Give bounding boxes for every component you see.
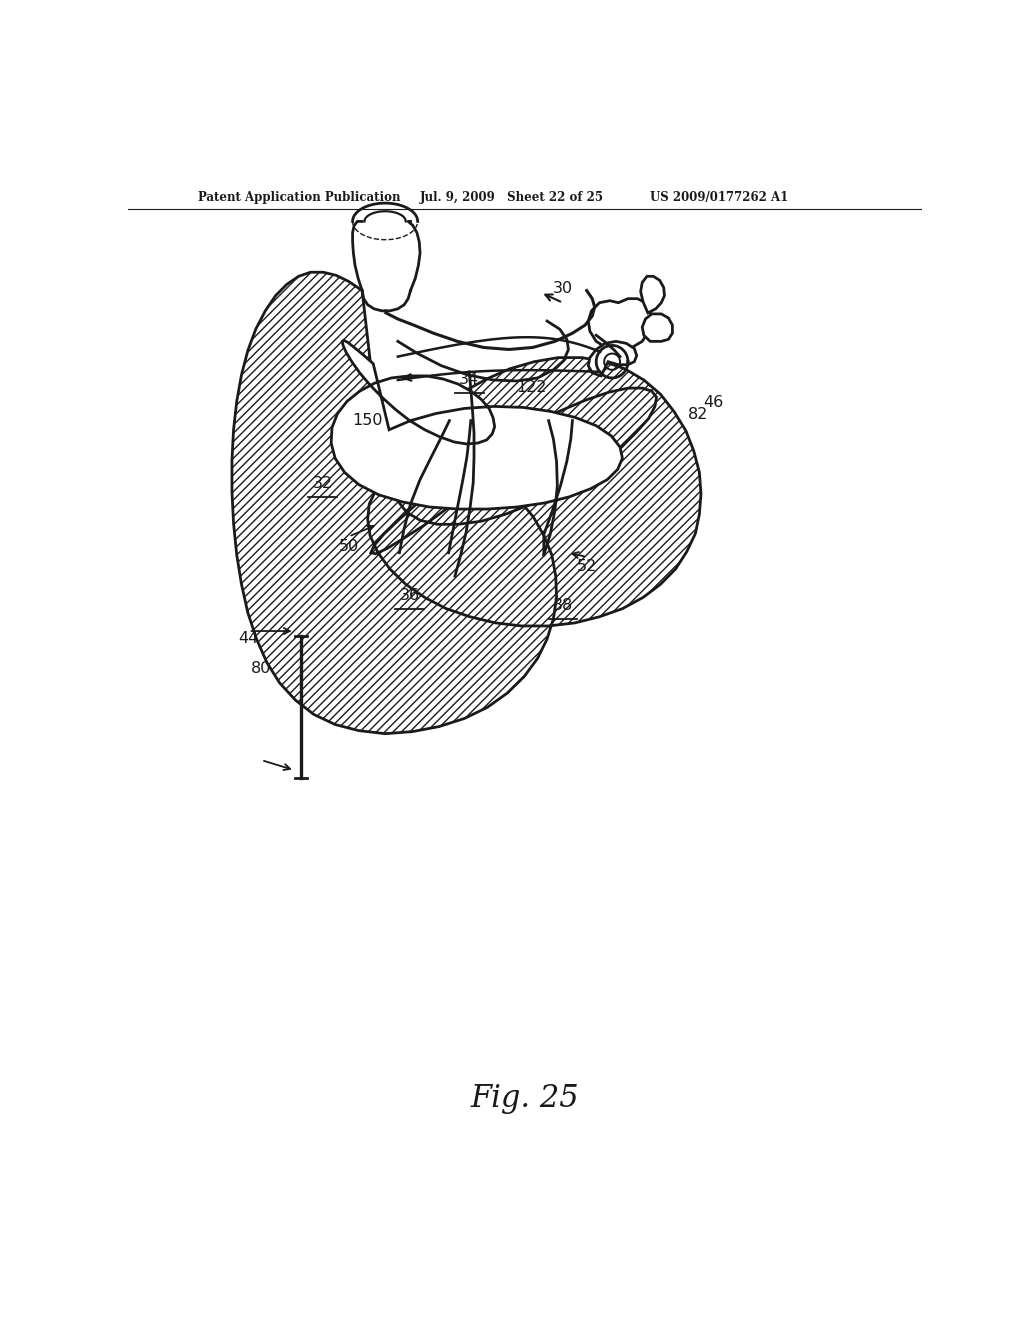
Text: 44: 44 <box>239 631 259 645</box>
Text: 50: 50 <box>339 539 358 554</box>
Text: 32: 32 <box>312 477 333 491</box>
Text: Patent Application Publication: Patent Application Publication <box>198 190 400 203</box>
Text: 82: 82 <box>688 407 708 422</box>
Text: 52: 52 <box>577 560 597 574</box>
Text: 34: 34 <box>459 372 479 388</box>
Polygon shape <box>331 341 623 510</box>
Text: 30: 30 <box>553 281 573 296</box>
Polygon shape <box>642 314 673 342</box>
Text: Fig. 25: Fig. 25 <box>470 1084 580 1114</box>
Polygon shape <box>232 272 701 734</box>
Text: 150: 150 <box>352 413 383 428</box>
Text: 46: 46 <box>703 395 724 409</box>
Text: 38: 38 <box>553 598 573 612</box>
Text: US 2009/0177262 A1: US 2009/0177262 A1 <box>650 190 788 203</box>
Polygon shape <box>588 342 637 376</box>
Polygon shape <box>641 276 665 313</box>
Text: Jul. 9, 2009   Sheet 22 of 25: Jul. 9, 2009 Sheet 22 of 25 <box>420 190 604 203</box>
Text: 80: 80 <box>251 661 271 676</box>
Text: 36: 36 <box>399 587 420 603</box>
Text: 122: 122 <box>516 380 547 395</box>
Polygon shape <box>588 298 652 350</box>
